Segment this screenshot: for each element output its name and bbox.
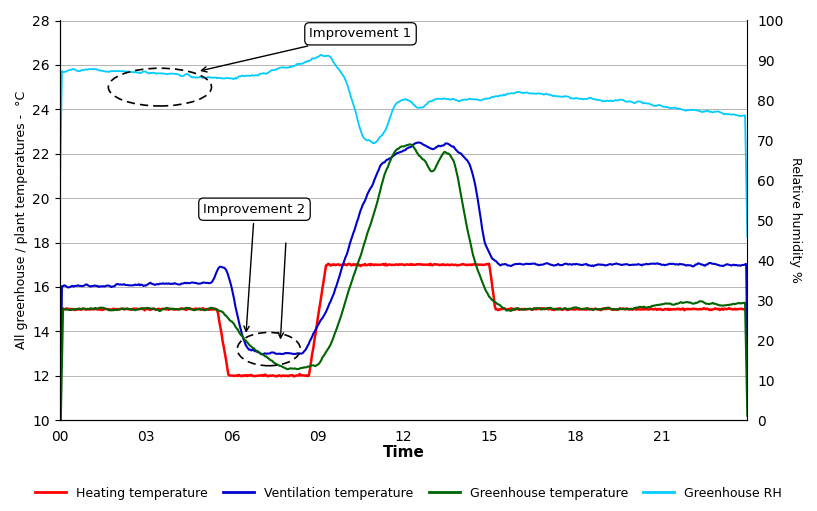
Text: Improvement 2: Improvement 2 <box>203 203 306 332</box>
Y-axis label: Relative humidity %: Relative humidity % <box>789 157 802 283</box>
Legend: Heating temperature, Ventilation temperature, Greenhouse temperature, Greenhouse: Heating temperature, Ventilation tempera… <box>30 482 787 505</box>
X-axis label: Time: Time <box>382 445 424 460</box>
Text: Improvement 1: Improvement 1 <box>202 27 412 72</box>
Y-axis label: All greenhouse / plant temperatures -  °C: All greenhouse / plant temperatures - °C <box>15 91 28 350</box>
